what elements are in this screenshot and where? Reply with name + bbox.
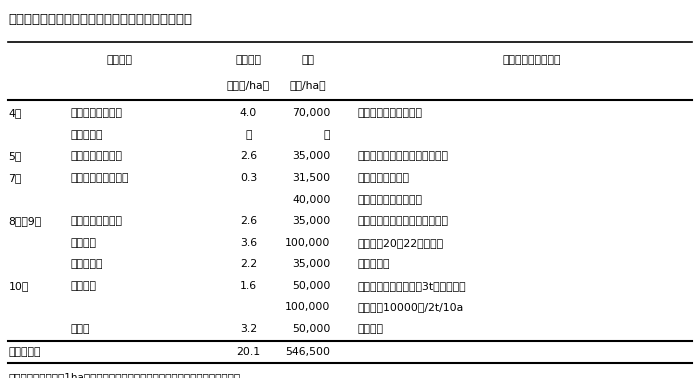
Text: 10月: 10月 xyxy=(8,281,29,291)
Text: 主な使用機械・資材: 主な使用機械・資材 xyxy=(503,56,561,65)
Text: バーチカル: バーチカル xyxy=(357,259,389,269)
Text: 8月～9月: 8月～9月 xyxy=(8,216,42,226)
Text: 伐採・抜根: 伐採・抜根 xyxy=(70,130,102,140)
Text: 2.6: 2.6 xyxy=(240,152,257,161)
Text: 砕土・整地: 砕土・整地 xyxy=(70,259,102,269)
Text: 35,000: 35,000 xyxy=(292,152,330,161)
Text: 2.6: 2.6 xyxy=(240,216,257,226)
Text: 40,000: 40,000 xyxy=(292,195,330,204)
Text: 50,000: 50,000 xyxy=(292,324,330,334)
Text: 546,500: 546,500 xyxy=(286,347,330,357)
Text: 堆肥散布: 堆肥散布 xyxy=(70,281,96,291)
Text: 注：茨城県牛久市で1ha規模の復元作業を行った場合の作業時間と経費である。: 注：茨城県牛久市で1ha規模の復元作業を行った場合の作業時間と経費である。 xyxy=(8,372,241,378)
Text: 100,000: 100,000 xyxy=(285,302,330,312)
Text: 表１　耕作放棄畑の復元に要する作業時間及び経費: 表１ 耕作放棄畑の復元に要する作業時間及び経費 xyxy=(8,13,192,26)
Text: 31,500: 31,500 xyxy=(293,173,330,183)
Text: ロータリ: ロータリ xyxy=(357,324,383,334)
Text: 20.1: 20.1 xyxy=(237,347,260,357)
Text: プラウ（20～22インチ）: プラウ（20～22インチ） xyxy=(357,238,443,248)
Text: 3.6: 3.6 xyxy=(240,238,257,248)
Text: 35,000: 35,000 xyxy=(292,216,330,226)
Text: 7月: 7月 xyxy=(8,173,22,183)
Text: フレールモア（トラクタ直装）: フレールモア（トラクタ直装） xyxy=(357,152,448,161)
Text: 経費: 経費 xyxy=(302,56,314,65)
Text: 2.2: 2.2 xyxy=(240,259,257,269)
Text: 0.3: 0.3 xyxy=(240,173,257,183)
Text: 35,000: 35,000 xyxy=(292,259,330,269)
Text: 除草（機械除草）: 除草（機械除草） xyxy=(70,152,122,161)
Text: 4.0: 4.0 xyxy=(240,108,257,118)
Text: 作業時間: 作業時間 xyxy=(235,56,262,65)
Text: 5月: 5月 xyxy=(8,152,22,161)
Text: 除草（除草剤散布）: 除草（除草剤散布） xyxy=(70,173,129,183)
Text: 作業内容: 作業内容 xyxy=(106,56,132,65)
Text: 除草（機械除草）: 除草（機械除草） xyxy=(70,216,122,226)
Text: （円/ha）: （円/ha） xyxy=(290,80,326,90)
Text: フレールモア（乗用）: フレールモア（乗用） xyxy=(357,108,422,118)
Text: プラウ耕: プラウ耕 xyxy=(70,238,96,248)
Text: 70,000: 70,000 xyxy=(292,108,330,118)
Text: マニュアスプレッダ（3t、自走式）: マニュアスプレッダ（3t、自走式） xyxy=(357,281,466,291)
Text: 50,000: 50,000 xyxy=(292,281,330,291)
Text: 4月: 4月 xyxy=(8,108,22,118)
Text: 全作業合計: 全作業合計 xyxy=(8,347,41,357)
Text: 1.6: 1.6 xyxy=(240,281,257,291)
Text: －: － xyxy=(245,130,252,140)
Text: フレールモア（トラクタ直装）: フレールモア（トラクタ直装） xyxy=(357,216,448,226)
Text: 豚糞堆肥10000円/2t/10a: 豚糞堆肥10000円/2t/10a xyxy=(357,302,463,312)
Text: 3.2: 3.2 xyxy=(240,324,257,334)
Text: ブームスプレイヤ: ブームスプレイヤ xyxy=(357,173,409,183)
Text: 100,000: 100,000 xyxy=(285,238,330,248)
Text: （時間/ha）: （時間/ha） xyxy=(227,80,270,90)
Text: 除草（機械除草）: 除草（機械除草） xyxy=(70,108,122,118)
Text: 撹拌耕: 撹拌耕 xyxy=(70,324,90,334)
Text: グリホサート系除草剤: グリホサート系除草剤 xyxy=(357,195,422,204)
Text: －: － xyxy=(324,130,330,140)
